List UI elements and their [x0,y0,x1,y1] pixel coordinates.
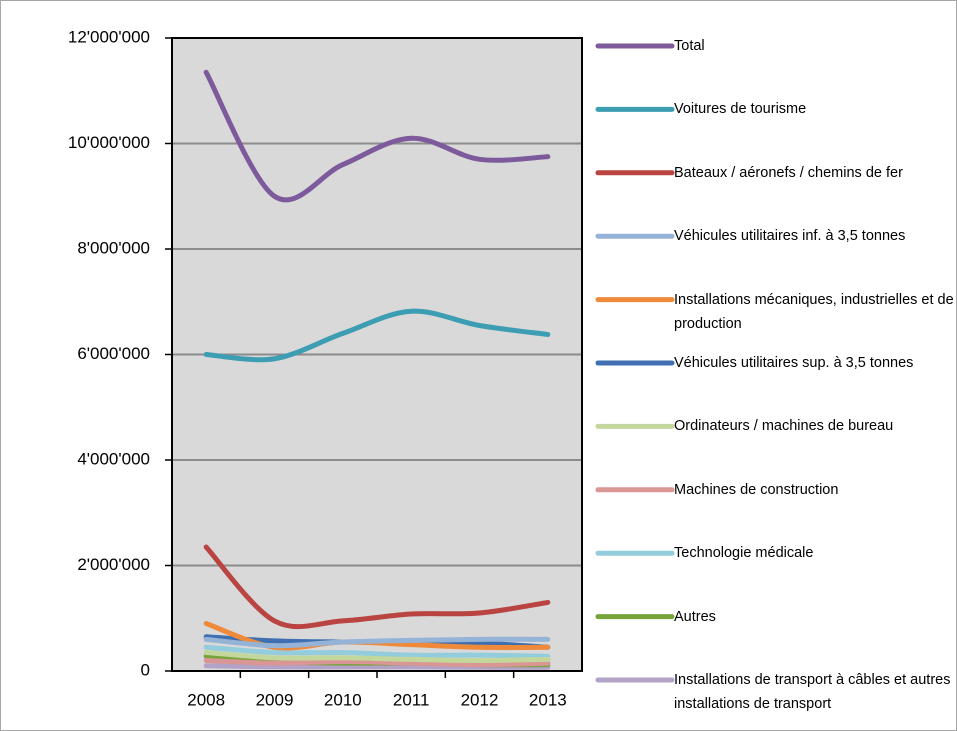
y-tick-label: 12'000'000 [68,27,150,46]
y-tick-label: 6'000'000 [77,344,150,363]
legend-label: Véhicules utilitaires sup. à 3,5 tonnes [674,355,914,371]
y-tick-label: 10'000'000 [68,133,150,152]
legend-label: Véhicules utilitaires inf. à 3,5 tonnes [674,228,906,245]
y-tick-label: 8'000'000 [77,238,150,257]
x-tick-label: 2009 [256,690,294,709]
legend-label: Bateaux / aéronefs / chemins de fer [674,164,903,181]
legend-label: Installations mécaniques, industrielles … [674,291,954,332]
series-line [203,636,551,649]
series-line [203,69,551,203]
legend-label: Ordinateurs / machines de bureau [674,418,894,435]
legend-label: Voitures de tourisme [674,101,807,118]
x-tick-label: 2012 [461,690,499,709]
series-line [203,308,551,363]
x-tick-label: 2010 [324,690,362,709]
legend-label: Machines de construction [674,481,839,498]
y-tick-label: 0 [141,660,150,679]
series-line [203,663,551,670]
x-tick-label: 2008 [187,690,225,709]
series-line [203,644,551,659]
plot-border [171,37,583,672]
legend-label: Autres [674,608,716,625]
legend-label: Technologie médicale [674,545,814,562]
y-tick-label: 2'000'000 [77,555,150,574]
series-line [203,650,551,663]
series-line [203,657,551,668]
x-tick-label: 2011 [393,690,430,709]
legend-label: Total [674,38,705,54]
series-line [203,544,551,630]
y-tick-label: 4'000'000 [77,449,150,468]
x-tick-label: 2013 [529,690,567,709]
legend-label: Installations de transport à câbles et a… [674,672,951,712]
